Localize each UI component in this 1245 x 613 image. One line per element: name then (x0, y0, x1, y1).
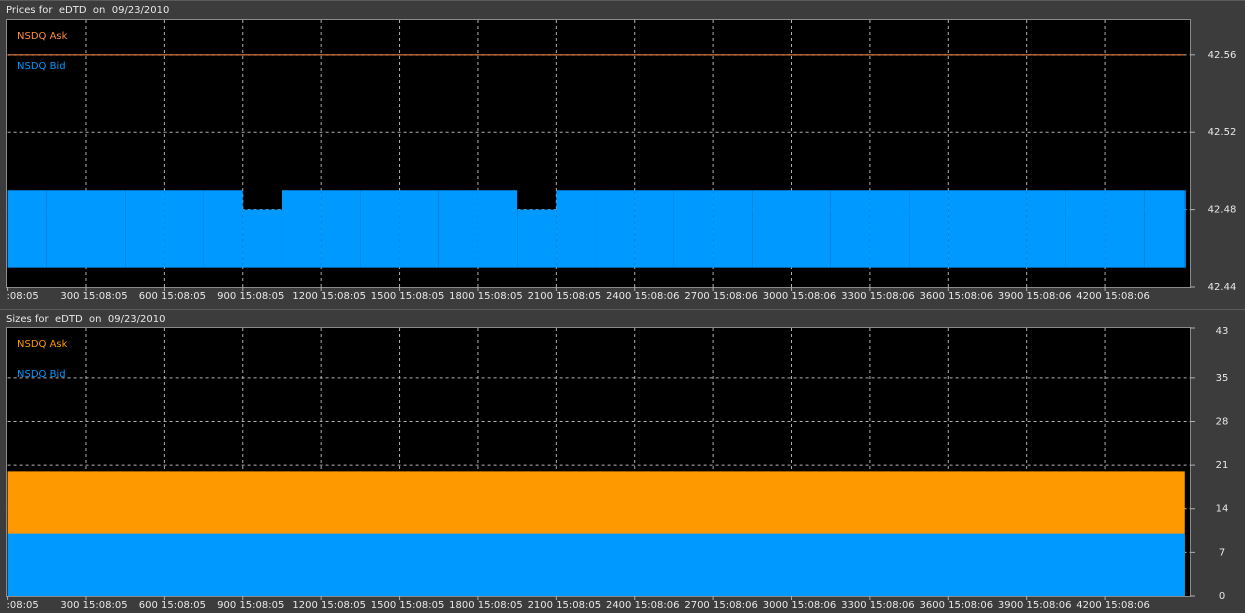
x-tick-label: 2400 15:08:06 (606, 291, 680, 302)
x-tick-label: 2400 15:08:06 (606, 600, 680, 611)
bid-range (948, 190, 988, 268)
x-tick-label: :08:05 (7, 600, 39, 611)
bid-range (477, 190, 518, 268)
x-tick-label: 3900 15:08:06 (998, 600, 1072, 611)
bid-range (595, 190, 635, 268)
panel-title: Prices for eDTD on 09/23/2010 (6, 5, 169, 16)
x-tick-label: 3600 15:08:06 (920, 600, 994, 611)
x-tick-label: 3000 15:08:06 (763, 600, 837, 611)
x-tick-label: 600 15:08:05 (139, 600, 206, 611)
bid-range (830, 190, 870, 268)
y-tick-label: 42.56 (1208, 50, 1237, 61)
x-tick-label: 2700 15:08:06 (684, 600, 758, 611)
legend-entry: NSDQ Bid (17, 61, 66, 72)
x-tick-label: 3600 15:08:06 (920, 291, 994, 302)
bid-range (125, 190, 165, 268)
panel-title: Sizes for eDTD on 09/23/2010 (6, 314, 166, 325)
x-tick-label: 1800 15:08:05 (449, 291, 523, 302)
x-tick-label: 2700 15:08:06 (684, 291, 758, 302)
x-tick-label: 4200 15:08:06 (1076, 600, 1150, 611)
bid-range (556, 190, 596, 268)
bid-range (281, 190, 322, 268)
legend-entry: NSDQ Bid (17, 369, 66, 380)
y-tick-label: 43 (1216, 326, 1229, 337)
x-tick-label: 1200 15:08:05 (292, 600, 366, 611)
y-tick-label: 14 (1216, 504, 1229, 515)
x-tick-label: 3900 15:08:06 (998, 291, 1072, 302)
y-tick-label: 0 (1219, 591, 1225, 602)
bid-range (1026, 190, 1066, 268)
x-tick-label: 3300 15:08:06 (841, 291, 915, 302)
size-area (7, 533, 1185, 596)
bid-range (46, 190, 86, 268)
bid-range (1184, 190, 1186, 268)
bid-range (7, 190, 47, 268)
bid-range (85, 190, 126, 268)
y-tick-label: 21 (1216, 460, 1229, 471)
legend-entry: NSDQ Ask (17, 31, 68, 42)
x-tick-label: 600 15:08:05 (139, 291, 206, 302)
x-tick-label: 2100 15:08:05 (528, 600, 602, 611)
bid-range (869, 190, 910, 268)
bid-range (1144, 190, 1185, 268)
x-tick-label: 2100 15:08:05 (528, 291, 602, 302)
bid-range (438, 190, 478, 268)
bid-range (1065, 190, 1106, 268)
bid-range (713, 190, 753, 268)
x-tick-label: 1200 15:08:05 (292, 291, 366, 302)
x-tick-label: 900 15:08:05 (217, 600, 284, 611)
bid-range (399, 190, 439, 268)
bid-range (321, 190, 361, 268)
x-tick-label: 900 15:08:05 (217, 291, 284, 302)
x-tick-label: 3300 15:08:06 (841, 600, 915, 611)
y-tick-label: 28 (1216, 416, 1229, 427)
legend-entry: NSDQ Ask (17, 339, 68, 350)
bid-range (360, 190, 400, 268)
x-tick-label: 1800 15:08:05 (449, 600, 523, 611)
y-tick-label: 42.44 (1208, 282, 1237, 293)
bid-range (752, 190, 792, 268)
x-tick-label: 3000 15:08:06 (763, 291, 837, 302)
bid-range (987, 190, 1027, 268)
bid-range (164, 190, 204, 268)
y-tick-label: 42.52 (1208, 127, 1237, 138)
x-tick-label: 300 15:08:05 (60, 600, 127, 611)
bid-range (791, 190, 831, 268)
bid-range (909, 190, 949, 268)
x-tick-label: 4200 15:08:06 (1076, 291, 1150, 302)
bid-range (634, 190, 674, 268)
x-tick-label: 1500 15:08:05 (371, 291, 445, 302)
y-tick-label: 7 (1219, 547, 1225, 558)
y-tick-label: 42.48 (1208, 205, 1237, 216)
x-tick-label: 1500 15:08:05 (371, 600, 445, 611)
bid-range (242, 209, 282, 268)
bid-range (1105, 190, 1145, 268)
y-tick-label: 35 (1216, 373, 1229, 384)
bid-range (203, 190, 243, 268)
x-tick-label: :08:05 (7, 291, 39, 302)
x-tick-label: 300 15:08:05 (60, 291, 127, 302)
bid-range (517, 209, 557, 268)
bid-range (673, 190, 714, 268)
